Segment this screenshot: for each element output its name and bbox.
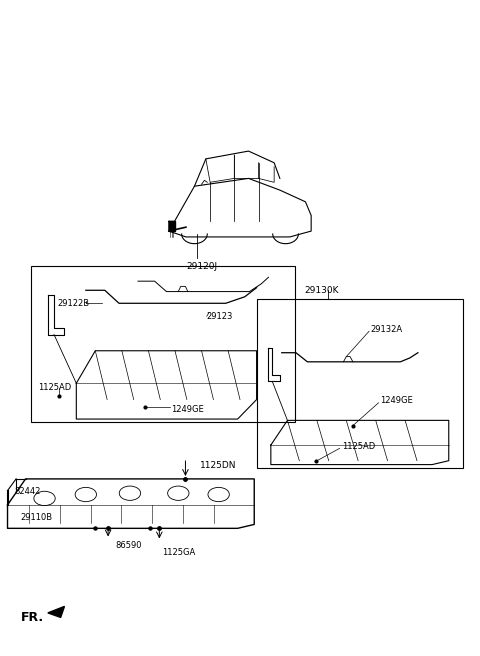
Bar [257, 298, 463, 468]
Text: 86590: 86590 [116, 541, 142, 550]
Ellipse shape [34, 491, 55, 506]
Ellipse shape [119, 486, 141, 501]
Polygon shape [169, 221, 175, 231]
Text: 29132A: 29132A [371, 325, 403, 334]
Text: 1125AD: 1125AD [342, 442, 375, 451]
Text: 1125GA: 1125GA [162, 548, 195, 557]
Ellipse shape [168, 486, 189, 501]
Text: 29130K: 29130K [304, 286, 338, 295]
Text: 1125DN: 1125DN [200, 461, 236, 470]
Ellipse shape [75, 487, 96, 502]
Text: 29120J: 29120J [187, 262, 217, 271]
Text: 29110B: 29110B [21, 514, 53, 522]
Polygon shape [48, 606, 64, 617]
Text: FR.: FR. [21, 611, 44, 624]
Text: 1249GE: 1249GE [380, 396, 413, 405]
Text: 1125AD: 1125AD [38, 383, 72, 392]
Text: 29122B: 29122B [57, 298, 89, 308]
Text: 1249GE: 1249GE [171, 405, 204, 414]
Text: 82442: 82442 [14, 487, 41, 497]
Bar [31, 266, 295, 422]
Ellipse shape [208, 487, 229, 502]
Text: 29123: 29123 [207, 312, 233, 321]
